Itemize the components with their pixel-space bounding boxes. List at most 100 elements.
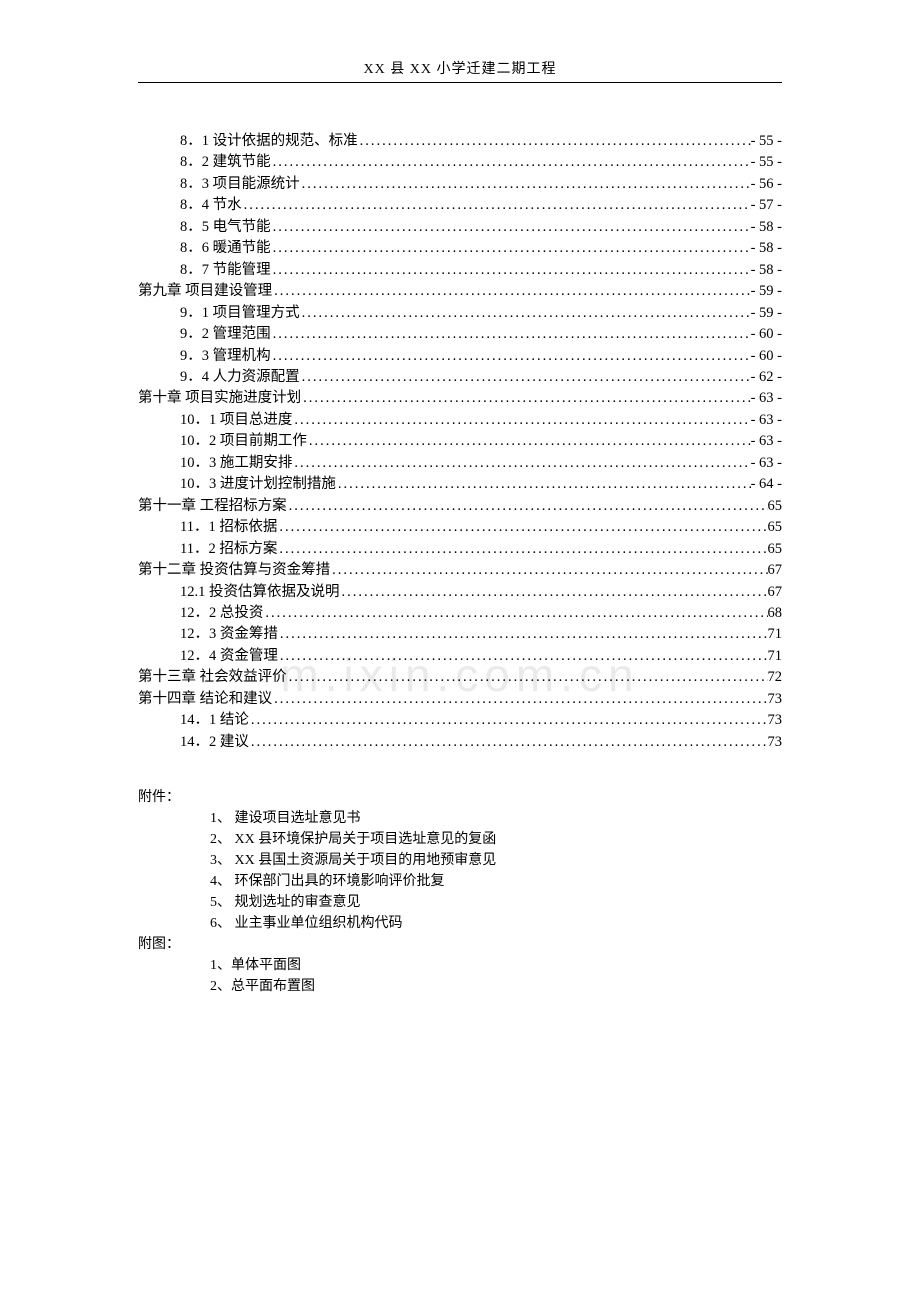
toc-page-number: - 63 -: [751, 388, 782, 409]
toc-label: 8．3 项目能源统计: [180, 174, 300, 195]
toc-leader-dots: ........................................…: [249, 710, 768, 731]
toc-entry: 8．7 节能管理 ...............................…: [138, 260, 782, 281]
toc-leader-dots: ........................................…: [358, 131, 751, 152]
toc-page-number: - 63 -: [751, 410, 782, 431]
toc-page-number: 67: [768, 560, 783, 581]
toc-label: 10．2 项目前期工作: [180, 431, 307, 452]
toc-page-number: 73: [768, 689, 783, 710]
toc-label: 9．4 人力资源配置: [180, 367, 300, 388]
toc-leader-dots: ........................................…: [277, 539, 767, 560]
attachments-title: 附件：: [138, 787, 782, 808]
toc-label: 10．3 施工期安排: [180, 453, 292, 474]
toc-leader-dots: ........................................…: [271, 260, 751, 281]
toc-label: 9．1 项目管理方式: [180, 303, 300, 324]
toc-label: 第十二章 投资估算与资金筹措: [138, 560, 330, 581]
toc-label: 10．3 进度计划控制措施: [180, 474, 336, 495]
toc-entry: 12．3 资金筹措 ..............................…: [138, 624, 782, 645]
toc-label: 12．4 资金管理: [180, 646, 278, 667]
toc-label: 11．2 招标方案: [180, 539, 277, 560]
toc-entry: 12．2 总投资 ...............................…: [138, 603, 782, 624]
toc-leader-dots: ........................................…: [271, 324, 751, 345]
toc-label: 14．2 建议: [180, 732, 249, 753]
toc-entry: 11．1 招标依据 ..............................…: [138, 517, 782, 538]
toc-entry: 12．4 资金管理 ..............................…: [138, 646, 782, 667]
toc-label: 8．5 电气节能: [180, 217, 271, 238]
toc-entry: 14．2 建议 ................................…: [138, 732, 782, 753]
toc-label: 第十三章 社会效益评价: [138, 667, 287, 688]
toc-page-number: - 60 -: [751, 346, 782, 367]
toc-entry: 8．6 暖通节能 ...............................…: [138, 238, 782, 259]
toc-entry: 第十二章 投资估算与资金筹措 .........................…: [138, 560, 782, 581]
toc-page-number: 73: [768, 710, 783, 731]
toc-leader-dots: ........................................…: [300, 367, 751, 388]
toc-page-number: 68: [768, 603, 783, 624]
toc-label: 10．1 项目总进度: [180, 410, 292, 431]
toc-page-number: 65: [768, 496, 783, 517]
toc-entry: 8．4 节水 .................................…: [138, 195, 782, 216]
toc-page-number: 71: [768, 646, 783, 667]
toc-label: 12.1 投资估算依据及说明: [180, 582, 340, 603]
page-header-title: XX 县 XX 小学迁建二期工程: [138, 58, 782, 82]
attachments-section: 附件： 1、 建设项目选址意见书2、 XX 县环境保护局关于项目选址意见的复函3…: [138, 787, 782, 997]
toc-page-number: - 58 -: [751, 217, 782, 238]
toc-page-number: 65: [768, 517, 783, 538]
toc-page-number: 72: [768, 667, 783, 688]
toc-page-number: - 57 -: [751, 195, 782, 216]
attachment-item: 4、 环保部门出具的环境影响评价批复: [138, 871, 782, 892]
toc-label: 8．1 设计依据的规范、标准: [180, 131, 358, 152]
toc-entry: 8．3 项目能源统计 .............................…: [138, 174, 782, 195]
toc-page-number: - 64 -: [751, 474, 782, 495]
attachment-item: 3、 XX 县国土资源局关于项目的用地预审意见: [138, 850, 782, 871]
toc-leader-dots: ........................................…: [340, 582, 768, 603]
toc-leader-dots: ........................................…: [336, 474, 751, 495]
toc-page-number: 65: [768, 539, 783, 560]
figures-title: 附图：: [138, 934, 782, 955]
document-page: XX 县 XX 小学迁建二期工程 8．1 设计依据的规范、标准 ........…: [0, 0, 920, 997]
toc-leader-dots: ........................................…: [271, 238, 751, 259]
toc-label: 9．2 管理范围: [180, 324, 271, 345]
toc-label: 11．1 招标依据: [180, 517, 277, 538]
toc-label: 12．3 资金筹措: [180, 624, 278, 645]
toc-leader-dots: ........................................…: [271, 152, 751, 173]
toc-entry: 10．1 项目总进度 .............................…: [138, 410, 782, 431]
toc-label: 8．6 暖通节能: [180, 238, 271, 259]
toc-label: 9．3 管理机构: [180, 346, 271, 367]
toc-leader-dots: ........................................…: [277, 517, 767, 538]
toc-entry: 8．2 建筑节能 ...............................…: [138, 152, 782, 173]
toc-page-number: - 58 -: [751, 238, 782, 259]
toc-entry: 14．1 结论 ................................…: [138, 710, 782, 731]
toc-page-number: - 59 -: [751, 303, 782, 324]
toc-leader-dots: ........................................…: [271, 217, 751, 238]
toc-leader-dots: ........................................…: [287, 496, 768, 517]
toc-label: 第十章 项目实施进度计划: [138, 388, 301, 409]
toc-entry: 9．1 项目管理方式 .............................…: [138, 303, 782, 324]
toc-entry: 12.1 投资估算依据及说明 .........................…: [138, 582, 782, 603]
toc-label: 8．2 建筑节能: [180, 152, 271, 173]
toc-leader-dots: ........................................…: [300, 303, 751, 324]
toc-leader-dots: ........................................…: [292, 410, 750, 431]
toc-entry: 10．3 施工期安排 .............................…: [138, 453, 782, 474]
attachment-item: 6、 业主事业单位组织机构代码: [138, 913, 782, 934]
toc-label: 第十四章 结论和建议: [138, 689, 272, 710]
toc-entry: 11．2 招标方案 ..............................…: [138, 539, 782, 560]
toc-page-number: - 55 -: [751, 152, 782, 173]
toc-label: 8．4 节水: [180, 195, 242, 216]
toc-page-number: - 55 -: [751, 131, 782, 152]
header-underline: [138, 82, 782, 83]
toc-entry: 9．4 人力资源配置 .............................…: [138, 367, 782, 388]
toc-page-number: - 60 -: [751, 324, 782, 345]
toc-leader-dots: ........................................…: [272, 689, 767, 710]
toc-page-number: - 59 -: [751, 281, 782, 302]
table-of-contents: 8．1 设计依据的规范、标准 .........................…: [138, 131, 782, 753]
toc-label: 8．7 节能管理: [180, 260, 271, 281]
toc-leader-dots: ........................................…: [278, 624, 768, 645]
toc-entry: 9．2 管理范围 ...............................…: [138, 324, 782, 345]
toc-leader-dots: ........................................…: [242, 195, 751, 216]
attachment-item: 1、 建设项目选址意见书: [138, 808, 782, 829]
figures-list: 1、单体平面图2、总平面布置图: [138, 955, 782, 997]
toc-leader-dots: ........................................…: [301, 388, 750, 409]
toc-entry: 第十三章 社会效益评价 ............................…: [138, 667, 782, 688]
toc-entry: 第九章 项目建设管理 .............................…: [138, 281, 782, 302]
figure-item: 1、单体平面图: [138, 955, 782, 976]
toc-leader-dots: ........................................…: [278, 646, 768, 667]
